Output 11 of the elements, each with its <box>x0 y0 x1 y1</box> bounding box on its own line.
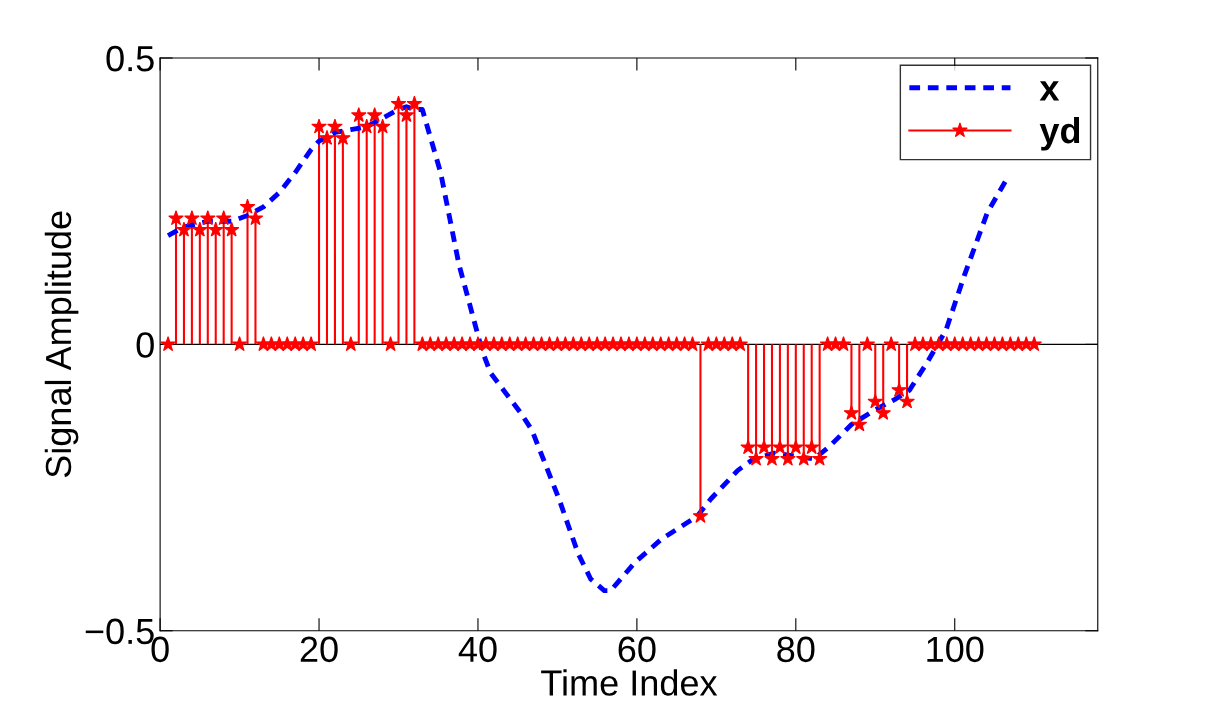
legend-label: yd <box>1039 116 1080 151</box>
y-axis-title: Signal Amplitude <box>44 211 79 478</box>
x-axis-title: Time Index <box>541 669 718 696</box>
x-tick-label: 40 <box>458 636 497 663</box>
x-tick-label: 80 <box>777 636 815 663</box>
x-tick-label: 20 <box>300 636 338 663</box>
y-tick-label: 0 <box>136 332 154 358</box>
y-tick-label: 0.5 <box>106 45 154 72</box>
x-tick-label: 100 <box>927 636 984 663</box>
x-tick-label: 60 <box>618 636 656 663</box>
legend-label: x <box>1039 81 1060 101</box>
